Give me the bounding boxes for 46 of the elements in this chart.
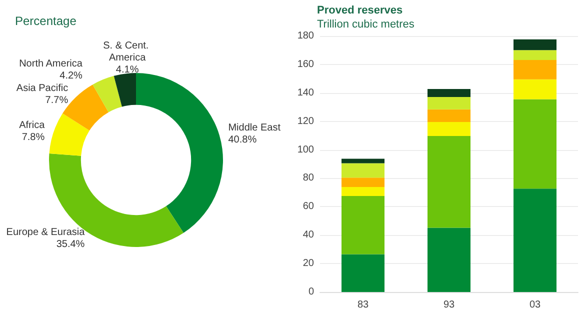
bar [428,109,470,122]
bar [342,163,384,178]
bar [428,228,470,292]
bar [342,158,384,164]
bar [514,79,556,100]
y-tick-label: 60 [302,201,314,212]
bar [342,178,384,188]
slice-label: Middle East [228,122,281,134]
slice-label: Asia Pacific [16,82,68,94]
data-label: 4.1% [116,64,139,76]
bar [342,187,384,196]
bar [342,196,384,254]
slice-label: Africa [19,120,46,131]
bar [514,39,556,50]
data-label: 4.2% [60,70,83,82]
bar [514,188,556,292]
y-tick-label: 160 [297,58,314,70]
y-tick-label: 20 [302,258,314,270]
x-tick-label: 93 [443,300,455,310]
y-tick-label: 80 [302,172,314,184]
bar [514,50,556,60]
data-label: 7.8% [22,132,45,143]
bar [428,89,470,98]
data-label: 35.4% [56,238,85,250]
chart-subtitle: Trillion cubic metres [317,18,415,30]
data-label: 7.7% [45,94,68,106]
bar [428,97,470,110]
x-tick-label: 03 [529,300,541,310]
y-tick-label: 180 [297,30,314,42]
bar [514,99,556,189]
slice-label: Europe & Eurasia [6,226,86,238]
y-tick-label: 100 [297,144,314,156]
y-tick-label: 0 [308,286,314,298]
bar [428,122,470,136]
y-tick-label: 140 [297,87,314,98]
chart-title: Percentage [15,14,77,28]
bar [428,136,470,228]
bar [342,254,384,292]
y-tick-label: 120 [297,116,314,127]
slice-label: S. & Cent. America [103,40,152,64]
y-tick-label: 40 [302,230,314,241]
x-tick-label: 83 [357,300,369,310]
bar [514,60,556,80]
data-label: 40.8% [228,134,257,146]
slice-label: North America [19,58,83,70]
chart-title: Proved reserves [317,4,403,16]
